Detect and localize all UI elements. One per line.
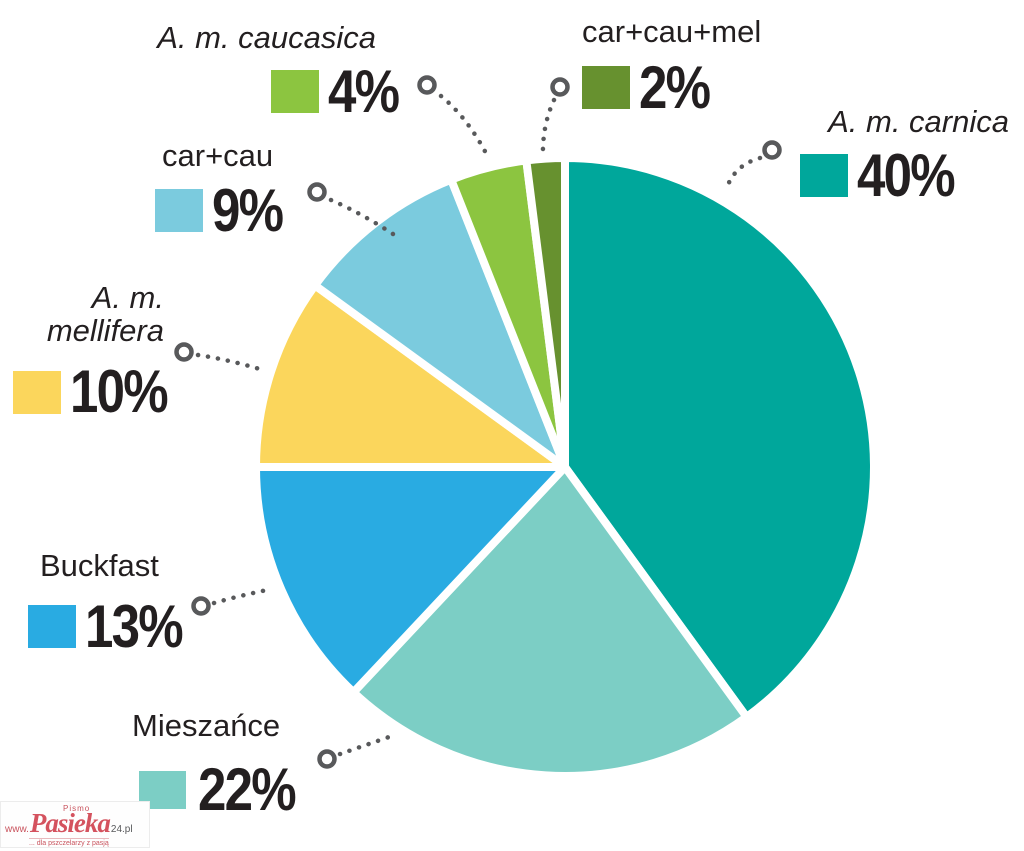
legend-carnica-percent: 40% (857, 141, 956, 209)
legend-mellifera-swatch (13, 370, 61, 414)
callout-line-carnica (723, 155, 763, 193)
legend-car-cau-name: car+cau (162, 138, 274, 173)
pie-slice-a-m-mellifera (252, 281, 569, 471)
watermark-pismo-text: Pismo (63, 804, 91, 813)
callout-line-mellifera (195, 352, 269, 374)
watermark-24pl-text: 24.pl (110, 824, 133, 835)
callout-ring-mellifera (174, 342, 194, 362)
callout-ring-car-cau (307, 182, 327, 202)
pasieka-watermark-logo: Pismo www. Pasieka 24.pl ... dla pszczel… (0, 801, 150, 848)
legend-buckfast-swatch (28, 605, 76, 649)
callout-ring-caucasica (417, 75, 437, 95)
callout-line-car-cau-mel (540, 97, 557, 160)
legend-mellifera-name-line2: mellifera (46, 312, 164, 348)
legend-car-cau: car+cau 9% (152, 138, 292, 244)
callout-ring-car-cau-mel (550, 77, 570, 97)
legend-carnica-swatch (800, 154, 848, 198)
legend-buckfast-percent: 13% (85, 592, 184, 660)
callout-connectors (174, 75, 782, 769)
pie-slice-mieszańce (349, 463, 751, 780)
legend-car-cau-mel: car+cau+mel 2% (582, 14, 802, 121)
legend-caucasica-swatch (271, 70, 320, 114)
legend-mieszance-percent: 22% (198, 755, 297, 823)
pie-slices (252, 153, 878, 780)
callout-line-caucasica (438, 93, 492, 162)
legend-caucasica-percent: 4% (328, 57, 400, 125)
legend-carnica-name: A. m. carnica (828, 104, 1009, 139)
legend-buckfast: Buckfast 13% (26, 548, 184, 656)
callout-ring-carnica (762, 140, 782, 160)
legend-caucasica: A. m. caucasica 4% (140, 20, 408, 125)
pie-slice-a-m-carnica (561, 154, 878, 721)
legend-car-cau-swatch (155, 189, 203, 233)
legend-car-cau-mel-swatch (582, 66, 630, 110)
callout-line-mieszance (337, 734, 392, 757)
legend-mieszance: Mieszańce 22% (132, 708, 302, 823)
legend-car-cau-mel-percent: 2% (639, 53, 711, 121)
callout-line-buckfast (211, 586, 275, 606)
pie-slice-buckfast (252, 463, 569, 697)
watermark-pasieka-text: Pasieka (29, 808, 111, 838)
legend-carnica: A. m. carnica 40% (795, 104, 1009, 209)
legend-car-cau-percent: 9% (212, 176, 284, 244)
legend-buckfast-name: Buckfast (40, 548, 159, 583)
legend-mellifera-percent: 10% (70, 357, 169, 426)
legend-car-cau-mel-name: car+cau+mel (582, 14, 762, 49)
legend-mellifera: A. m. mellifera 10% (8, 280, 169, 426)
legend-mellifera-name-line1: A. m. (91, 280, 164, 315)
pie-slice-car-cau-mel (522, 153, 569, 471)
watermark-www-text: www. (5, 824, 29, 835)
watermark-tagline: ... dla pszczelarzy z pasją (29, 838, 109, 847)
legend-mieszance-name: Mieszańce (132, 708, 281, 743)
callout-ring-buckfast (191, 596, 211, 616)
callout-ring-mieszance (317, 749, 337, 769)
legend-caucasica-name: A. m. caucasica (157, 20, 376, 55)
